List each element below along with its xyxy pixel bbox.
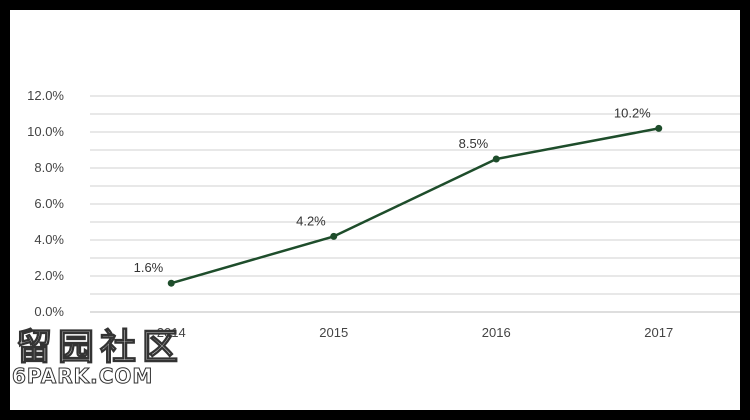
watermark-site: 6PARK.COM <box>11 364 154 389</box>
data-point <box>330 232 338 240</box>
x-tick-label: 2016 <box>482 325 511 340</box>
watermark-chinese: 留园社区 <box>15 325 185 368</box>
x-tick-label: 2017 <box>644 325 673 340</box>
watermark: 留园社区 6PARK.COM <box>8 318 193 396</box>
data-point <box>167 279 175 287</box>
y-tick-label: 12.0% <box>27 88 64 103</box>
chart-panel: 0.0% 2.0% 4.0% 6.0% 8.0% 10.0% 12.0% 2014 2015 20… <box>10 10 740 410</box>
y-tick-label: 4.0% <box>34 232 64 247</box>
series-line <box>170 127 659 285</box>
data-point <box>492 155 500 163</box>
data-label: 1.6% <box>134 260 164 275</box>
data-label: 4.2% <box>296 213 326 228</box>
data-label: 10.2% <box>614 105 651 120</box>
line-chart: 0.0% 2.0% 4.0% 6.0% 8.0% 10.0% 12.0% 2014 2015 20… <box>27 88 740 340</box>
y-tick-label: 10.0% <box>27 124 64 139</box>
y-tick-label: 0.0% <box>34 304 64 319</box>
y-tick-label: 8.0% <box>34 160 64 175</box>
data-point <box>655 124 663 132</box>
data-label: 8.5% <box>459 136 489 151</box>
y-tick-label: 2.0% <box>34 268 64 283</box>
x-tick-label: 2014 <box>157 325 186 340</box>
y-tick-label: 6.0% <box>34 196 64 211</box>
x-tick-label: 2015 <box>319 325 348 340</box>
